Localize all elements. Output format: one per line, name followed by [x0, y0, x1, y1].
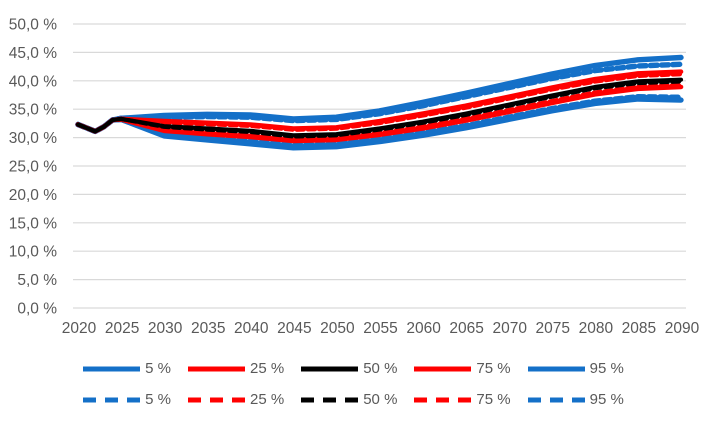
- legend-swatch-solid-5pct-icon: [83, 366, 141, 371]
- legend-item-solid-25pct: 25 %: [188, 360, 284, 377]
- legend-item-solid-75pct: 75 %: [414, 360, 511, 377]
- legend-swatch-dashed-75pct-icon: [414, 397, 472, 402]
- y-axis-tick-label: 40,0 %: [9, 73, 57, 90]
- y-axis-tick-label: 10,0 %: [9, 244, 57, 261]
- legend-swatch-solid-95pct-icon: [527, 366, 585, 371]
- y-axis-tick-label: 20,0 %: [9, 187, 57, 204]
- legend-label-solid-25pct: 25 %: [250, 360, 285, 377]
- x-axis-tick-label: 2025: [105, 320, 139, 337]
- x-axis-tick-label: 2065: [449, 320, 483, 337]
- legend-label-solid-50pct: 50 %: [363, 360, 398, 377]
- legend-item-dashed-75pct: 75 %: [414, 391, 511, 408]
- legend-row-dashed: 5 % 25 % 50 % 75 % 95 %: [83, 391, 624, 408]
- legend-label-dashed-25pct: 25 %: [250, 391, 285, 408]
- y-axis-tick-label: 50,0 %: [9, 17, 57, 34]
- legend-label-dashed-95pct: 95 %: [589, 391, 624, 408]
- legend-item-solid-95pct: 95 %: [527, 360, 624, 377]
- legend-item-dashed-50pct: 50 %: [301, 391, 397, 408]
- x-axis-tick-label: 2060: [406, 320, 441, 337]
- legend-item-dashed-95pct: 95 %: [527, 391, 624, 408]
- legend-label-solid-75pct: 75 %: [476, 360, 511, 377]
- legend-swatch-dashed-50pct-icon: [301, 397, 359, 402]
- x-axis-tick-label: 2080: [579, 320, 614, 337]
- series-line-50pct-dashed: [75, 79, 684, 139]
- legend-item-solid-50pct: 50 %: [301, 360, 397, 377]
- legend-swatch-dashed-25pct-icon: [188, 397, 246, 402]
- legend-swatch-solid-25pct-icon: [188, 366, 246, 371]
- x-axis-tick-label: 2035: [191, 320, 225, 337]
- legend-label-solid-95pct: 95 %: [589, 360, 624, 377]
- y-axis-tick-label: 30,0 %: [9, 130, 57, 147]
- chart-legend: 5 % 25 % 50 % 75 % 95 % 5 % 25 % 50 % 75 % 95 %: [0, 360, 707, 408]
- legend-item-dashed-5pct: 5 %: [83, 391, 171, 408]
- legend-label-dashed-75pct: 75 %: [476, 391, 511, 408]
- x-axis-tick-label: 2050: [320, 320, 355, 337]
- x-axis-tick-label: 2090: [665, 320, 700, 337]
- x-axis-tick-label: 2040: [234, 320, 269, 337]
- y-axis-tick-label: 0,0 %: [17, 301, 57, 318]
- legend-swatch-solid-50pct-icon: [301, 366, 359, 371]
- x-axis-tick-label: 2085: [622, 320, 656, 337]
- x-axis-tick-label: 2055: [363, 320, 397, 337]
- legend-item-solid-5pct: 5 %: [83, 360, 171, 377]
- x-axis-tick-label: 2020: [62, 320, 97, 337]
- y-axis-tick-label: 45,0 %: [9, 45, 57, 62]
- x-axis-tick-label: 2070: [492, 320, 527, 337]
- legend-row-solid: 5 % 25 % 50 % 75 % 95 %: [83, 360, 624, 377]
- legend-label-dashed-5pct: 5 %: [145, 391, 172, 408]
- legend-swatch-dashed-5pct-icon: [83, 397, 141, 402]
- fan-chart: 0,0 % 5,0 % 10,0 % 15,0 % 20,0 % 25,0 % 30,0 %…: [9, 17, 700, 338]
- legend-swatch-solid-75pct-icon: [414, 366, 472, 371]
- legend-label-dashed-50pct: 50 %: [363, 391, 398, 408]
- legend-item-dashed-25pct: 25 %: [188, 391, 284, 408]
- legend-label-solid-5pct: 5 %: [145, 360, 172, 377]
- x-axis-tick-label: 2045: [277, 320, 311, 337]
- x-axis-tick-label: 2030: [148, 320, 183, 337]
- x-axis-tick-label: 2075: [536, 320, 570, 337]
- legend-swatch-dashed-95pct-icon: [527, 397, 585, 402]
- y-axis-tick-label: 5,0 %: [17, 272, 57, 289]
- y-axis-tick-label: 15,0 %: [9, 215, 57, 232]
- y-axis-tick-label: 35,0 %: [9, 102, 57, 119]
- y-axis-tick-label: 25,0 %: [9, 159, 57, 176]
